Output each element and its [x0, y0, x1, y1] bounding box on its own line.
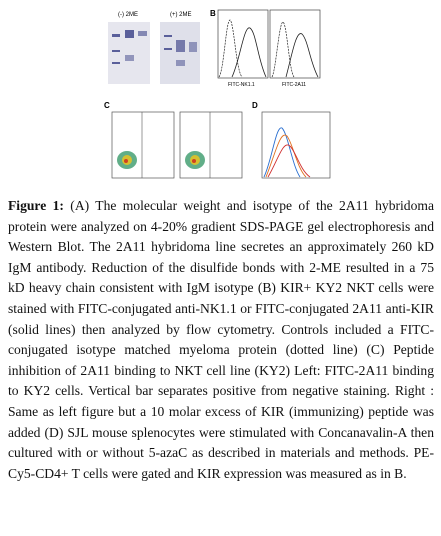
- panel-a: (-) 2ME (+) 2ME: [108, 12, 200, 84]
- panel-label: C: [104, 101, 110, 110]
- gel: [160, 22, 200, 84]
- panel-d: D: [252, 101, 331, 179]
- panel-b: B FITC-NK1.1 FITC-2A11: [210, 9, 321, 88]
- panel-c: C: [104, 101, 243, 179]
- gel-bands: [112, 30, 197, 66]
- axis-label: FITC-NK1.1: [228, 82, 255, 88]
- caption-label: Figure 1:: [8, 198, 64, 213]
- gel-label: (-) 2ME: [118, 12, 138, 18]
- panel-label: D: [252, 101, 258, 110]
- axis-label: FITC-2A11: [282, 82, 306, 88]
- gel-label: (+) 2ME: [170, 12, 192, 18]
- caption-text: (A) The molecular weight and isotype of …: [8, 198, 434, 481]
- panel-label: B: [210, 9, 216, 18]
- caption: Figure 1: (A) The molecular weight and i…: [8, 196, 434, 484]
- figure: (-) 2ME (+) 2ME B FITC-NK1.1 FITC-2A11 C: [104, 9, 331, 179]
